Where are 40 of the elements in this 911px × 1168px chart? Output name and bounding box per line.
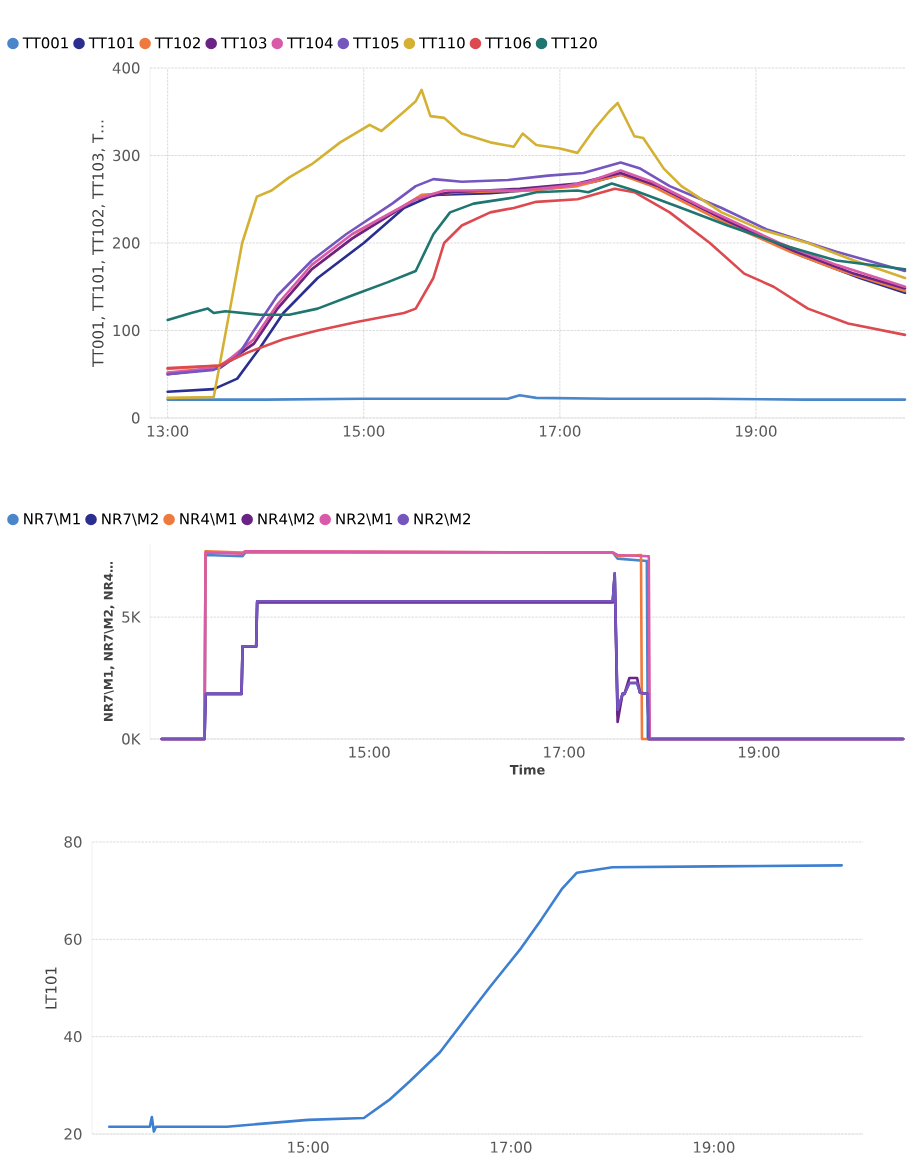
x-tick-label: 17:00 [539, 425, 581, 437]
y-tick-label: 5K [122, 611, 141, 623]
y-tick-label: 0 [131, 412, 140, 424]
y-tick-label: 20 [64, 1128, 82, 1140]
y-axis-title: LT101 [45, 967, 57, 1009]
legend-label: NR2\M1 [336, 513, 393, 526]
x-tick-label: 19:00 [736, 425, 777, 437]
x-tick-label: 15:00 [343, 425, 385, 437]
y-tick-label: 300 [113, 149, 140, 162]
y-tick-label: 60 [64, 933, 82, 945]
y-tick-label: 100 [113, 324, 140, 337]
legend-label: TT120 [551, 37, 597, 49]
x-tick-label: 19:00 [738, 746, 780, 758]
legend-label: TT101 [88, 37, 134, 49]
legend-label: TT103 [220, 37, 267, 49]
x-tick-label: 19:00 [693, 1141, 735, 1153]
legend-label: NR7\M1 [24, 513, 80, 526]
x-tick-label: 13:00 [147, 425, 189, 437]
legend-label: NR2\M2 [414, 513, 471, 526]
legend-label: TT106 [485, 37, 531, 49]
legend-label: TT110 [419, 37, 465, 49]
y-tick-label: 400 [112, 62, 140, 74]
legend-label: NR4\M1 [180, 513, 236, 526]
legend-label: TT102 [154, 37, 200, 49]
x-tick-label: 17:00 [544, 746, 585, 758]
legend-label: NR4\M2 [258, 513, 314, 526]
y-axis-title: NR7\M1, NR7\M2, NR4… [103, 561, 115, 721]
x-tick-label: 15:00 [349, 746, 390, 758]
x-axis-title: Time [509, 764, 545, 775]
legend-label: TT001 [22, 37, 68, 49]
legend-label: TT105 [353, 37, 399, 49]
y-axis-title: TT001, TT101, TT102, TT103, T… [92, 120, 106, 368]
legend-label: TT104 [286, 37, 333, 49]
y-tick-label: 200 [113, 237, 140, 249]
legend-label: NR7\M2 [102, 513, 158, 526]
x-tick-label: 15:00 [288, 1141, 329, 1153]
y-tick-label: 80 [64, 836, 82, 848]
y-tick-label: 0K [122, 733, 141, 745]
x-tick-label: 17:00 [491, 1141, 532, 1153]
y-tick-label: 40 [64, 1031, 82, 1043]
